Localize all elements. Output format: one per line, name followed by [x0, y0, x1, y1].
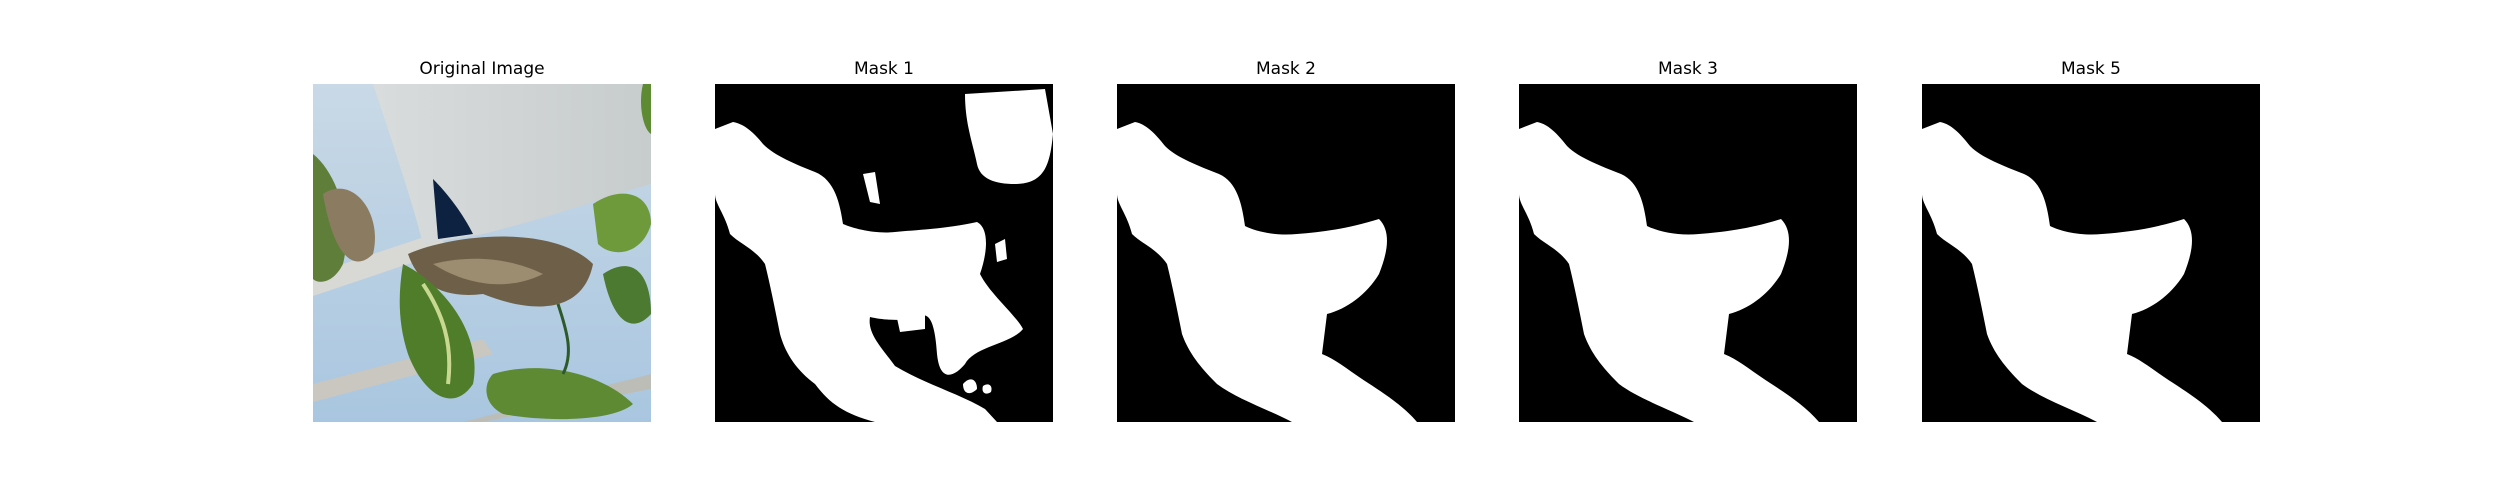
mask-1-image — [715, 84, 1053, 422]
mask-5-picture — [1922, 84, 2260, 422]
panel-title-mask-1: Mask 1 — [853, 59, 914, 79]
original-image-picture — [313, 84, 651, 422]
original-image — [313, 84, 651, 422]
panel-title-mask-2: Mask 2 — [1255, 59, 1316, 79]
mask-5-image — [1922, 84, 2260, 422]
mask-2-picture — [1117, 84, 1455, 422]
mask-3-image — [1519, 84, 1857, 422]
panel-title-mask-3: Mask 3 — [1657, 59, 1718, 79]
panel-title-original-image: Original Image — [419, 59, 545, 79]
mask-3-picture — [1519, 84, 1857, 422]
mask-1-picture — [715, 84, 1053, 422]
mask-2-image — [1117, 84, 1455, 422]
panel-title-mask-5: Mask 5 — [2060, 59, 2121, 79]
